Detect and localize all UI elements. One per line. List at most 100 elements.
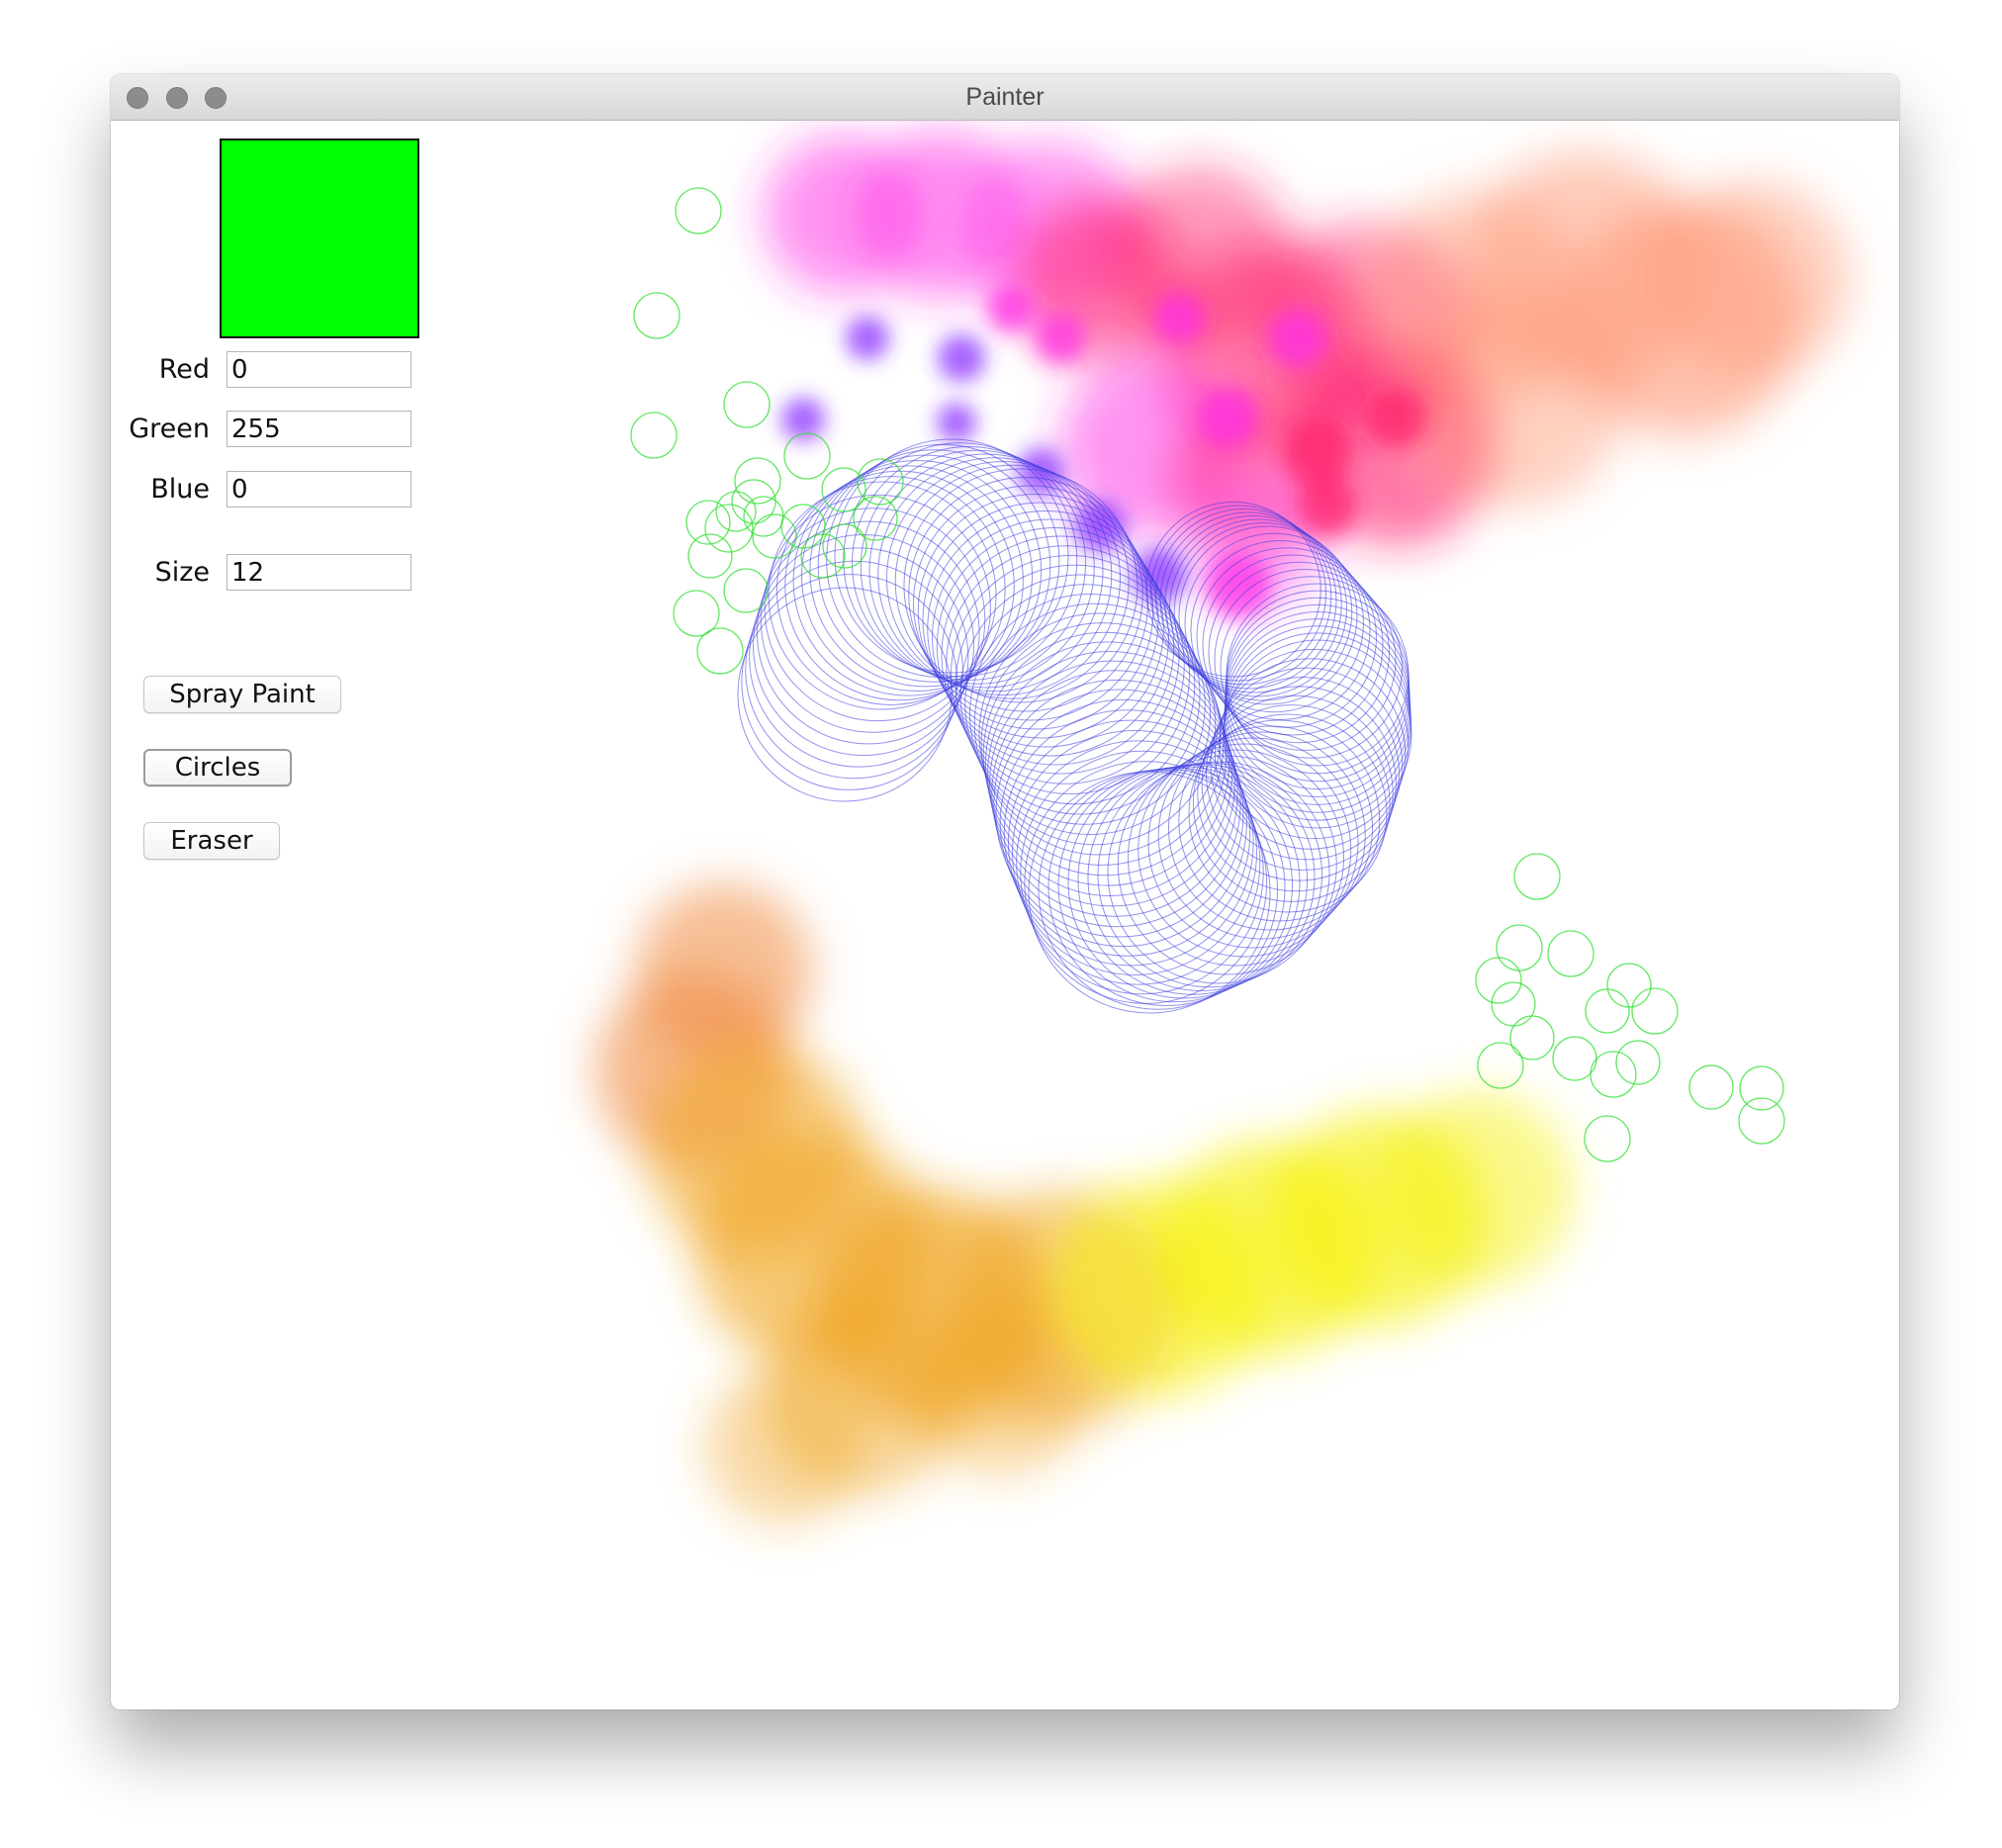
window-content: Red Green Blue Size Spray Paint Circles … [111,121,1899,1709]
blue-circle [1003,709,1251,957]
blue-circle [868,453,1104,689]
blue-circle [1214,658,1407,850]
spray-blob [1654,180,1852,378]
blue-circle [1226,583,1410,767]
green-circle [731,479,776,524]
blue-circle [1145,502,1321,678]
blue-circle [1223,639,1412,829]
blue-circle [1157,731,1366,940]
spray-blob [912,1298,1090,1476]
spray-dot [1035,313,1086,364]
green-circle [853,496,898,541]
blue-circle [1007,719,1254,967]
blue-circle [886,461,1121,695]
title-bar[interactable]: Painter [111,74,1899,121]
blue-circle [1169,518,1347,697]
green-circle [734,457,781,505]
blue-circle [1192,704,1391,902]
blue-circle [737,587,953,802]
blue-circle [1226,590,1410,775]
blue-circle [987,651,1232,896]
drawing-canvas[interactable] [111,121,1899,1709]
green-circle [783,432,831,480]
green-circle [1606,963,1652,1008]
circles-button[interactable]: Circles [143,749,292,786]
green-circle [1615,1040,1661,1085]
blue-circle [764,494,991,722]
green-circle [1496,924,1543,971]
green-circle [723,381,771,428]
spray-dot [781,398,825,441]
blue-circle [745,560,963,780]
blue-input[interactable] [227,471,411,508]
blue-circle [801,460,1033,692]
blue-circle [1159,511,1337,690]
blue-circle [1097,762,1322,988]
spray-blob [1407,289,1624,507]
blue-circle [1223,632,1412,821]
minimize-button[interactable] [166,87,188,109]
blue-circle [1154,508,1332,686]
blue-circle [964,584,1206,825]
green-circle [752,513,797,559]
green-circle [1585,988,1630,1034]
blue-circle [946,545,1185,785]
blue-circle [843,442,1078,678]
spray-paint-button[interactable]: Spray Paint [143,676,341,713]
blue-circle [995,689,1244,938]
spray-paint-strokes [595,131,1852,1525]
blue-circle [959,574,1201,815]
green-circle [743,496,784,537]
green-circle [800,533,846,579]
blue-circle [1173,522,1353,701]
blue-circle [1178,719,1381,922]
window-title: Painter [965,83,1045,111]
blue-circle [877,457,1113,693]
eraser-button[interactable]: Eraser [143,822,280,860]
blue-circle [1225,597,1410,783]
green-circle [1477,1042,1524,1089]
close-button[interactable] [127,87,148,109]
spray-blob [704,1367,863,1525]
blue-circle [1164,515,1342,693]
red-input[interactable] [227,351,411,388]
blue-circle [1214,569,1397,751]
green-circle [1590,1051,1637,1098]
blue-circle [894,464,1130,699]
blue-circle [741,574,958,790]
green-circle [633,292,681,339]
green-circle [821,467,866,512]
green-circle [704,504,754,553]
blue-circle [982,631,1228,877]
blue-circle [784,470,1015,701]
green-input[interactable] [227,411,411,447]
blue-circle [980,622,1225,866]
blue-circle [1107,761,1330,984]
blue-circle [1190,540,1371,720]
spray-dot [987,285,1035,332]
blue-circle [852,446,1086,681]
blue-circle [760,508,986,733]
green-circle [1584,1115,1631,1162]
green-circle [1688,1064,1734,1110]
blue-circle [1208,561,1390,744]
spray-dot [938,334,985,382]
blue-circle [1210,667,1404,861]
blue-circle [1117,755,1337,975]
blue-circle [1020,750,1264,995]
blue-circle [1188,713,1388,913]
green-circle [685,500,731,545]
green-circle [1491,981,1536,1027]
green-circle [1739,1065,1784,1111]
size-input[interactable] [227,554,411,591]
painter-window: Painter Red Green Blue Size Spray Paint … [111,74,1899,1709]
blue-circle [1012,730,1257,975]
green-circle [1475,957,1522,1004]
green-circle [715,491,757,532]
blue-circle [1196,547,1377,728]
spray-dot [1132,548,1187,603]
blue-circle [1147,737,1359,949]
blue-circle [792,465,1024,696]
blue-circle [973,602,1217,846]
zoom-button[interactable] [205,87,227,109]
